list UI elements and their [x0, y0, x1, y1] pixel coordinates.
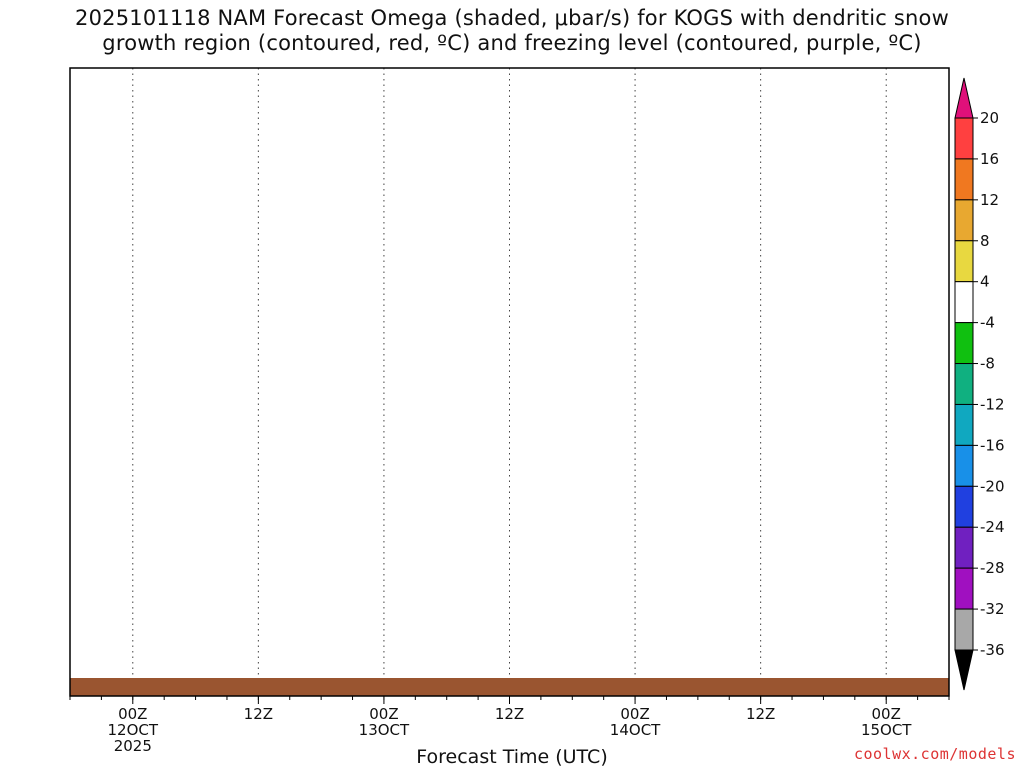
x-tick-label: 14OCT — [610, 721, 661, 739]
colorbar-swatch — [954, 608, 974, 651]
colorbar-label: -20 — [980, 477, 1005, 495]
x-tick-label: 00Z — [369, 705, 398, 723]
ground-surface — [70, 678, 949, 696]
colorbar-swatch — [954, 485, 974, 528]
colorbar-label: -32 — [980, 600, 1005, 618]
x-tick-label: 00Z — [118, 705, 147, 723]
colorbar-label: -12 — [980, 395, 1005, 413]
colorbar-swatch — [954, 567, 974, 610]
colorbar-label: -16 — [980, 436, 1005, 454]
colorbar-swatch — [954, 281, 974, 324]
colorbar: 20 16 12 8 4 -4 -8 -12 -16 -20 -24 -28 -32 -36 — [954, 77, 1005, 691]
colorbar-swatch — [954, 444, 974, 487]
x-tick-label: 2025 — [114, 737, 152, 755]
colorbar-label: -24 — [980, 518, 1005, 536]
x-tick-label: 13OCT — [359, 721, 410, 739]
x-tick-label: 12Z — [746, 705, 775, 723]
chart-title-line2: growth region (contoured, red, ºC) and f… — [102, 31, 922, 55]
x-tick-label: 12Z — [244, 705, 273, 723]
colorbar-swatch — [954, 240, 974, 283]
colorbar-swatch — [954, 403, 974, 446]
x-tick-label: 15OCT — [861, 721, 912, 739]
colorbar-arrow-top — [954, 77, 974, 119]
x-tick-label: 12Z — [495, 705, 524, 723]
x-tick-label: 12OCT — [108, 721, 159, 739]
gridlines — [132, 68, 887, 696]
x-tick-label: 00Z — [872, 705, 901, 723]
colorbar-label: -8 — [980, 355, 995, 373]
colorbar-label: -28 — [980, 559, 1005, 577]
colorbar-swatch — [954, 199, 974, 242]
x-axis-title: Forecast Time (UTC) — [416, 746, 608, 768]
colorbar-swatch — [954, 322, 974, 365]
x-tick-label: 00Z — [620, 705, 649, 723]
colorbar-arrow-bottom — [954, 649, 974, 691]
credit-link[interactable]: coolwx.com/models — [853, 745, 1016, 763]
colorbar-label: -4 — [980, 314, 995, 332]
colorbar-swatch — [954, 158, 974, 201]
colorbar-swatch — [954, 363, 974, 405]
colorbar-label: 4 — [980, 273, 990, 291]
colorbar-swatch — [954, 526, 974, 569]
colorbar-label: 20 — [980, 109, 999, 127]
colorbar-label: 16 — [980, 150, 999, 168]
colorbar-label: 8 — [980, 232, 990, 250]
chart-title-line1: 2025101118 NAM Forecast Omega (shaded, μ… — [75, 6, 949, 30]
colorbar-swatch — [954, 117, 974, 160]
colorbar-label: 12 — [980, 191, 999, 209]
colorbar-label: -36 — [980, 641, 1005, 659]
